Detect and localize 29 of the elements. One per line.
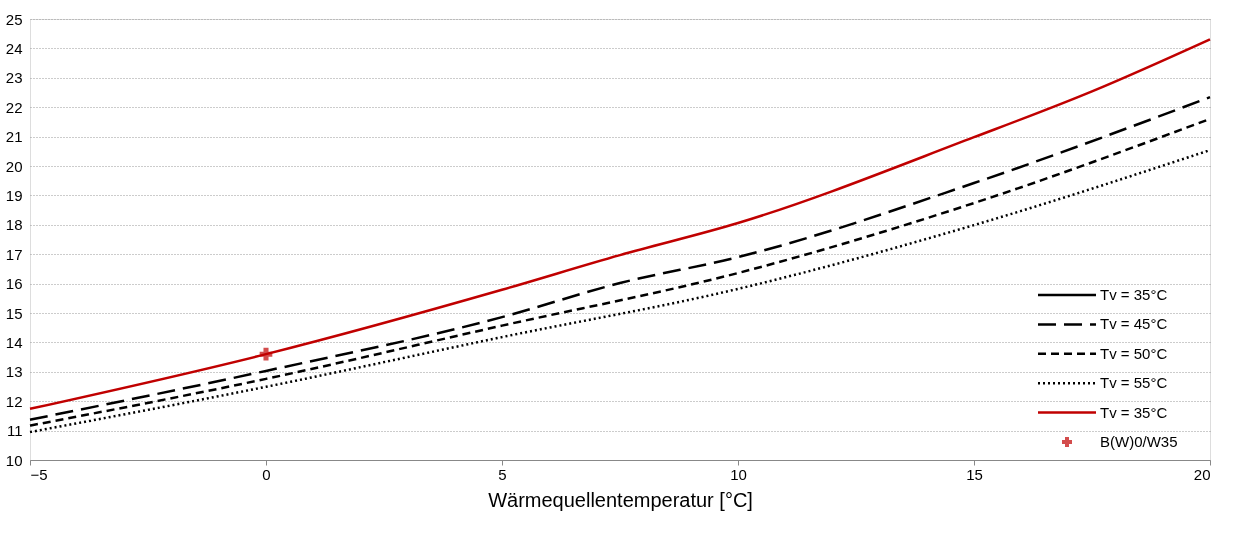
x-tick-label: 0 xyxy=(262,465,271,483)
y-tick-label: 22 xyxy=(5,98,23,116)
x-tick-label: 10 xyxy=(730,465,747,483)
y-tick-label: 16 xyxy=(5,275,23,293)
y-tick-label: 11 xyxy=(6,422,23,440)
y-tick-label: 24 xyxy=(5,39,23,57)
legend-label: Tv = 50°C xyxy=(1100,344,1168,362)
y-tick-label: 23 xyxy=(5,69,23,87)
legend-label: Tv = 35°C xyxy=(1100,286,1168,303)
y-tick-label: 18 xyxy=(5,216,23,234)
y-tick-label: 15 xyxy=(5,304,23,322)
legend-label: Tv = 45°C xyxy=(1100,315,1168,333)
x-axis-title: Wärmequellentemperatur [°C] xyxy=(488,488,753,511)
y-tick-label: 13 xyxy=(5,363,23,381)
legend-label: B(W)0/W35 xyxy=(1100,433,1178,450)
y-tick-label: 20 xyxy=(5,157,23,175)
x-tick-label: −5 xyxy=(30,465,48,483)
y-tick-label: 10 xyxy=(5,451,23,469)
legend-label: Tv = 35°C xyxy=(1100,403,1168,421)
y-tick-label: 19 xyxy=(5,186,23,204)
y-tick-label: 12 xyxy=(5,392,23,410)
y-tick-label: 21 xyxy=(5,128,23,146)
y-tick-label: 25 xyxy=(5,10,23,28)
legend-label: Tv = 55°C xyxy=(1100,374,1168,392)
y-tick-label: 14 xyxy=(5,333,23,351)
x-tick-label: 20 xyxy=(1193,465,1211,483)
x-tick-label: 15 xyxy=(966,465,983,483)
y-tick-label: 17 xyxy=(5,245,23,263)
x-tick-label: 5 xyxy=(498,465,507,483)
